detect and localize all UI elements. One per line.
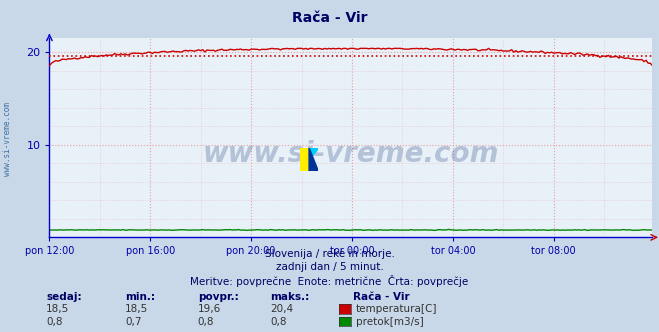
Text: maks.:: maks.:: [270, 292, 310, 302]
Text: sedaj:: sedaj:: [46, 292, 82, 302]
Text: www.si-vreme.com: www.si-vreme.com: [203, 140, 499, 168]
Text: 0,8: 0,8: [46, 317, 63, 327]
Text: 18,5: 18,5: [46, 304, 69, 314]
Text: Meritve: povprečne  Enote: metrične  Črta: povprečje: Meritve: povprečne Enote: metrične Črta:…: [190, 275, 469, 287]
Text: temperatura[C]: temperatura[C]: [356, 304, 438, 314]
Text: zadnji dan / 5 minut.: zadnji dan / 5 minut.: [275, 262, 384, 272]
Text: Slovenija / reke in morje.: Slovenija / reke in morje.: [264, 249, 395, 259]
Text: 18,5: 18,5: [125, 304, 148, 314]
Text: povpr.:: povpr.:: [198, 292, 239, 302]
Text: 0,8: 0,8: [198, 317, 214, 327]
Text: Rača - Vir: Rača - Vir: [292, 11, 367, 25]
Text: min.:: min.:: [125, 292, 156, 302]
Text: pretok[m3/s]: pretok[m3/s]: [356, 317, 424, 327]
Text: 20,4: 20,4: [270, 304, 293, 314]
Text: www.si-vreme.com: www.si-vreme.com: [3, 103, 13, 176]
Polygon shape: [309, 148, 318, 159]
Text: 19,6: 19,6: [198, 304, 221, 314]
Text: Rača - Vir: Rača - Vir: [353, 292, 409, 302]
Text: 0,7: 0,7: [125, 317, 142, 327]
Polygon shape: [300, 148, 309, 171]
Text: 0,8: 0,8: [270, 317, 287, 327]
Polygon shape: [309, 148, 318, 171]
